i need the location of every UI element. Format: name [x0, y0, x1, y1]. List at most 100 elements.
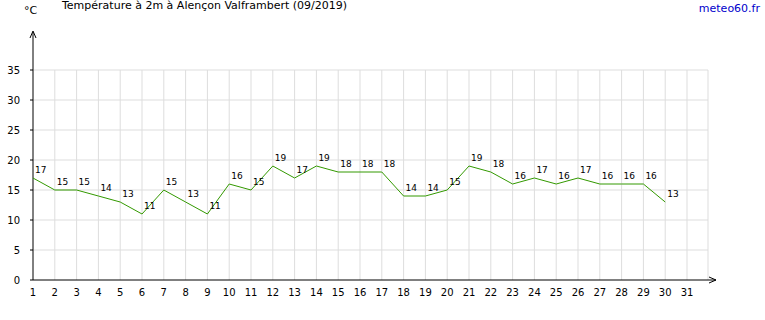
- y-tick-label: 0: [14, 275, 20, 286]
- grid-line-vertical: [708, 70, 709, 280]
- grid-line-vertical: [643, 70, 644, 280]
- x-tick-label: 1: [30, 287, 36, 298]
- chart: 0510152025303512345678910111213141516171…: [0, 0, 765, 320]
- data-label: 18: [384, 159, 396, 169]
- x-tick-label: 26: [572, 287, 585, 298]
- grid-line-vertical: [381, 70, 382, 280]
- x-tick-label: 3: [73, 287, 79, 298]
- x-axis: [33, 280, 716, 281]
- grid-line-vertical: [556, 70, 557, 280]
- x-tick-label: 8: [182, 287, 188, 298]
- grid-line-vertical: [512, 70, 513, 280]
- x-tick-label: 25: [550, 287, 563, 298]
- data-label: 17: [297, 165, 308, 175]
- data-label: 13: [188, 189, 199, 199]
- data-label: 15: [79, 177, 90, 187]
- y-tick-label: 5: [14, 245, 20, 256]
- grid-line-vertical: [316, 70, 317, 280]
- grid-line-vertical: [98, 70, 99, 280]
- x-tick-label: 16: [354, 287, 367, 298]
- x-tick-label: 17: [375, 287, 388, 298]
- data-label: 17: [536, 165, 547, 175]
- grid-line-vertical: [76, 70, 77, 280]
- y-tick-label: 15: [7, 185, 20, 196]
- data-label: 18: [340, 159, 352, 169]
- x-tick-label: 10: [223, 287, 236, 298]
- data-label: 13: [667, 189, 678, 199]
- grid-line-vertical: [469, 70, 470, 280]
- data-label: 15: [253, 177, 264, 187]
- grid-line-vertical: [599, 70, 600, 280]
- grid-line-vertical: [687, 70, 688, 280]
- x-tick-label: 5: [117, 287, 123, 298]
- x-tick-label: 23: [506, 287, 519, 298]
- data-label: 15: [449, 177, 460, 187]
- data-label: 16: [624, 171, 636, 181]
- x-tick-label: 29: [637, 287, 650, 298]
- data-label: 16: [645, 171, 657, 181]
- grid-line-vertical: [425, 70, 426, 280]
- grid-line-vertical: [207, 70, 208, 280]
- data-label: 13: [122, 189, 133, 199]
- x-tick-label: 22: [484, 287, 497, 298]
- x-tick-label: 11: [245, 287, 258, 298]
- x-tick-label: 14: [310, 287, 323, 298]
- grid-line: [33, 220, 708, 221]
- grid-line-vertical: [54, 70, 55, 280]
- data-label: 14: [427, 183, 439, 193]
- data-label: 16: [231, 171, 243, 181]
- data-label: 19: [275, 153, 287, 163]
- y-label: °C: [24, 4, 38, 17]
- y-tick-label: 35: [7, 65, 20, 76]
- x-tick-label: 9: [204, 287, 210, 298]
- x-tick-label: 6: [139, 287, 145, 298]
- grid-line-vertical: [120, 70, 121, 280]
- x-tick-label: 18: [397, 287, 410, 298]
- data-label: 19: [471, 153, 483, 163]
- grid-line-vertical: [251, 70, 252, 280]
- grid-line: [33, 70, 708, 71]
- x-tick-label: 12: [266, 287, 279, 298]
- data-label: 16: [558, 171, 570, 181]
- grid-line: [33, 130, 708, 131]
- y-tick-label: 10: [7, 215, 20, 226]
- grid-line-vertical: [338, 70, 339, 280]
- data-label: 14: [406, 183, 418, 193]
- y-axis: [33, 32, 34, 280]
- x-tick-label: 19: [419, 287, 432, 298]
- x-tick-label: 15: [332, 287, 345, 298]
- data-label: 15: [57, 177, 68, 187]
- x-tick-label: 21: [463, 287, 476, 298]
- grid-line-vertical: [447, 70, 448, 280]
- data-label: 16: [515, 171, 527, 181]
- grid-line-vertical: [534, 70, 535, 280]
- title: Température à 2m à Alençon Valframbert (…: [61, 0, 347, 12]
- grid-line: [33, 100, 708, 101]
- grid-line-vertical: [490, 70, 491, 280]
- x-tick-label: 27: [593, 287, 606, 298]
- grid-line: [33, 190, 708, 191]
- data-label: 19: [318, 153, 330, 163]
- grid-line-vertical: [621, 70, 622, 280]
- x-tick-label: 4: [95, 287, 101, 298]
- grid-line-vertical: [294, 70, 295, 280]
- data-label: 18: [493, 159, 505, 169]
- x-tick-label: 2: [52, 287, 58, 298]
- data-label: 16: [602, 171, 614, 181]
- x-tick-label: 24: [528, 287, 541, 298]
- grid-line-vertical: [403, 70, 404, 280]
- data-label: 15: [166, 177, 177, 187]
- x-tick-label: 28: [615, 287, 628, 298]
- y-tick-label: 25: [7, 125, 20, 136]
- grid-line-vertical: [665, 70, 666, 280]
- y-tick-label: 30: [7, 95, 20, 106]
- x-tick-label: 13: [288, 287, 301, 298]
- grid-line-vertical: [272, 70, 273, 280]
- data-label: 11: [144, 201, 155, 211]
- grid-line: [33, 250, 708, 251]
- data-label: 14: [100, 183, 112, 193]
- y-tick-label: 20: [7, 155, 20, 166]
- grid-line-vertical: [163, 70, 164, 280]
- x-tick-label: 20: [441, 287, 454, 298]
- x-axis-arrow: [709, 277, 716, 283]
